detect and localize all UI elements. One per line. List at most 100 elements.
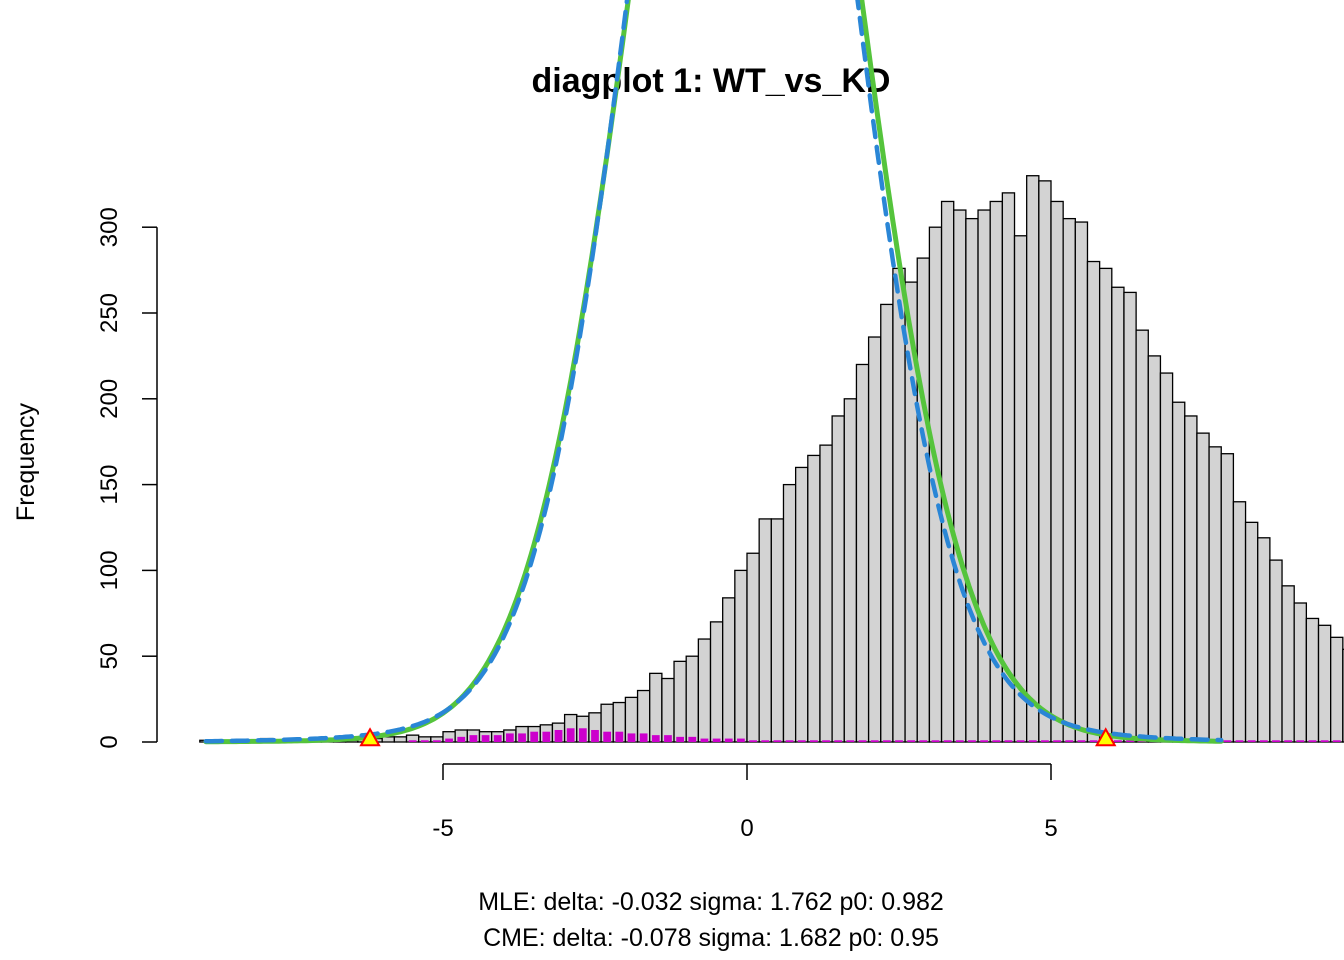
secondary-bar	[506, 733, 514, 742]
secondary-bar	[566, 728, 575, 742]
histogram-bar	[673, 660, 687, 743]
secondary-bar	[603, 731, 612, 742]
histogram-bar	[1013, 235, 1028, 743]
histogram-bar	[1026, 175, 1040, 743]
subtitle-mle: MLE: delta: -0.032 sigma: 1.762 p0: 0.98…	[478, 888, 944, 916]
histogram-bar	[867, 336, 882, 743]
histogram-bar	[746, 552, 760, 743]
secondary-bar	[1332, 740, 1341, 742]
histogram-bar	[1281, 585, 1295, 743]
secondary-bar	[724, 738, 733, 742]
histogram-bar	[758, 518, 772, 743]
histogram-bar	[1317, 624, 1332, 743]
histogram-bars	[199, 175, 1344, 743]
histogram-bar	[1244, 521, 1259, 743]
secondary-bar	[943, 740, 952, 742]
histogram-bar	[1208, 446, 1222, 743]
secondary-bar	[1235, 740, 1244, 742]
histogram-bar	[1086, 260, 1101, 743]
secondary-bar	[1053, 740, 1061, 742]
secondary-bar	[907, 740, 916, 742]
secondary-bar	[1296, 740, 1305, 742]
secondary-bar	[931, 740, 940, 742]
histogram-bar	[916, 257, 931, 743]
secondary-bar	[542, 731, 551, 742]
secondary-bar	[712, 738, 721, 742]
histogram-bar	[709, 621, 724, 743]
secondary-bar	[445, 738, 453, 742]
cme-density-curve	[203, 0, 1224, 744]
secondary-bar	[700, 738, 709, 742]
secondary-bar	[797, 740, 806, 742]
y-axis: 0 50 100 150 200 250 300	[96, 207, 158, 749]
secondary-bar	[968, 740, 976, 742]
histogram-bar	[685, 655, 700, 743]
secondary-bar	[433, 740, 441, 742]
secondary-bar	[1065, 740, 1074, 742]
secondary-bar	[1284, 740, 1292, 742]
histogram-bar	[1111, 286, 1125, 743]
chart-title: diagplot 1: WT_vs_KD	[532, 62, 891, 100]
secondary-bar	[493, 735, 502, 742]
secondary-bar	[895, 740, 903, 742]
secondary-bars	[408, 728, 1341, 742]
secondary-bar	[980, 740, 988, 742]
secondary-bar	[627, 733, 636, 742]
secondary-bar	[1308, 740, 1317, 742]
secondary-bar	[639, 733, 648, 742]
secondary-bar	[992, 740, 1001, 742]
x-axis: -5 0 5	[432, 763, 1058, 842]
y-tick-label: 200	[96, 379, 123, 419]
histogram-bar	[1159, 372, 1174, 743]
histogram-bar	[649, 672, 663, 743]
secondary-bar	[822, 740, 830, 742]
histogram-bar	[843, 398, 858, 743]
secondary-bar	[810, 740, 818, 742]
secondary-bar	[737, 738, 745, 742]
histogram-bar	[1184, 415, 1198, 743]
y-tick-label: 150	[96, 465, 123, 505]
histogram-bar	[1171, 401, 1186, 743]
histogram-bar	[1305, 617, 1320, 743]
histogram-bar	[1147, 355, 1162, 743]
secondary-bar	[615, 731, 624, 742]
secondary-bar	[518, 733, 526, 742]
secondary-bar	[676, 736, 684, 742]
histogram-bar	[940, 200, 955, 743]
histogram-bar	[953, 209, 967, 743]
secondary-bar	[1126, 740, 1134, 742]
secondary-bar	[457, 736, 466, 742]
histogram-bar	[1123, 291, 1137, 743]
secondary-bar	[481, 735, 490, 742]
secondary-bar	[688, 736, 697, 742]
histogram-bar	[1062, 217, 1076, 743]
secondary-bar	[1247, 740, 1256, 742]
histogram-bar	[1220, 453, 1235, 743]
histogram-bar	[1074, 221, 1089, 743]
secondary-bar	[1077, 740, 1086, 742]
secondary-bar	[749, 740, 757, 742]
secondary-bar	[554, 729, 563, 742]
secondary-bar	[882, 740, 891, 742]
histogram-bar	[1196, 432, 1210, 743]
secondary-bar	[530, 731, 539, 742]
x-tick-label: -5	[432, 815, 453, 842]
secondary-bar	[651, 735, 660, 742]
histogram-bar	[1098, 267, 1113, 743]
histogram-bar	[661, 677, 675, 743]
secondary-bar	[591, 729, 599, 742]
histogram-bar	[807, 454, 821, 743]
histogram-bar	[1257, 537, 1271, 743]
secondary-bar	[469, 735, 478, 742]
y-tick-label: 300	[96, 207, 123, 247]
subtitle-cme: CME: delta: -0.078 sigma: 1.682 p0: 0.95	[483, 924, 939, 952]
x-tick-label: 0	[740, 815, 753, 842]
secondary-bar	[1016, 740, 1025, 742]
secondary-bar	[955, 740, 964, 742]
histogram-bar	[819, 444, 833, 743]
y-tick-label: 0	[96, 735, 123, 748]
secondary-bar	[420, 740, 429, 742]
threshold-marker	[1095, 727, 1117, 747]
histogram-bar	[1135, 329, 1149, 743]
